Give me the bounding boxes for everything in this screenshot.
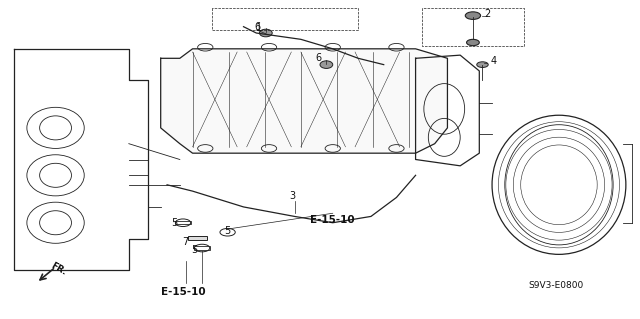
- Ellipse shape: [320, 61, 333, 69]
- Text: 5: 5: [225, 226, 231, 236]
- Bar: [195, 246, 211, 250]
- Polygon shape: [161, 49, 447, 153]
- Text: 5: 5: [172, 218, 178, 228]
- Text: FR.: FR.: [49, 261, 68, 277]
- Text: E-15-10: E-15-10: [310, 215, 355, 225]
- Ellipse shape: [259, 29, 272, 37]
- Text: 2: 2: [484, 9, 491, 19]
- Text: S9V3-E0800: S9V3-E0800: [528, 281, 584, 291]
- Text: 3: 3: [289, 191, 296, 201]
- Text: 4: 4: [491, 56, 497, 66]
- Ellipse shape: [477, 62, 488, 68]
- Text: E-15-10: E-15-10: [161, 287, 205, 297]
- Text: 5: 5: [191, 245, 197, 255]
- Bar: [175, 220, 191, 224]
- Bar: [188, 236, 207, 240]
- Ellipse shape: [465, 12, 481, 19]
- Text: 6: 6: [316, 53, 322, 63]
- Text: 6: 6: [255, 22, 260, 32]
- Text: 7: 7: [182, 237, 188, 247]
- Text: 1: 1: [257, 23, 262, 33]
- Ellipse shape: [467, 39, 479, 46]
